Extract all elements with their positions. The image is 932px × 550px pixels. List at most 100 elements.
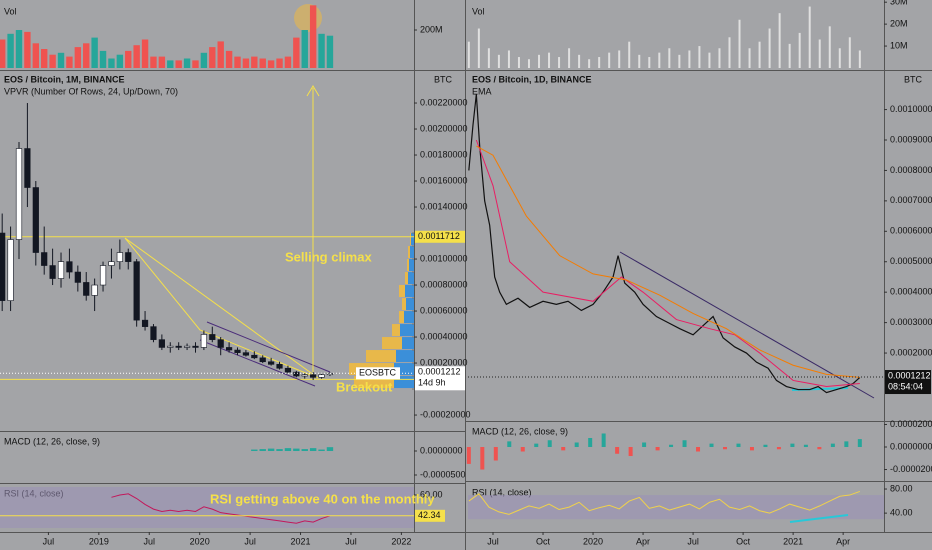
y-tick-label: 40.00 <box>890 508 913 518</box>
macd-bar <box>309 448 317 452</box>
volume-bar <box>487 48 490 68</box>
vpvr-up <box>405 272 408 285</box>
volume-bar <box>848 37 851 68</box>
candle-body <box>234 349 241 353</box>
macd-bar <box>722 447 727 450</box>
vpvr-down <box>396 350 414 363</box>
macd-bar <box>682 440 687 448</box>
macd-bar <box>628 447 633 457</box>
volume-bar <box>798 32 801 68</box>
y-tick-label: -0.0000500 <box>420 469 466 479</box>
volume-bar <box>259 58 266 68</box>
vpvr-up <box>402 298 406 311</box>
vpvr-up <box>399 285 405 298</box>
rsi-line <box>111 493 331 524</box>
volume-bar <box>15 30 23 68</box>
currency-label: BTC <box>904 74 923 84</box>
volume-bar <box>638 54 641 68</box>
volume-bar <box>708 52 711 68</box>
volume-bar <box>507 50 510 68</box>
y-tick-label: 0.00100000 <box>420 253 468 263</box>
macd-bar <box>642 442 647 448</box>
macd-bar <box>817 447 822 450</box>
y-tick-label: 0.00100000 <box>890 104 932 114</box>
price-line <box>476 145 860 378</box>
volume-bar <box>175 60 182 68</box>
y-tick-label: 80.00 <box>890 483 913 493</box>
volume-bar <box>217 41 224 68</box>
last-price-label: 0.0001212 <box>418 367 461 377</box>
indicator-label: EMA <box>472 86 492 96</box>
macd-label: MACD (12, 26, close, 9) <box>4 436 100 446</box>
volume-bar <box>658 52 661 68</box>
volume-bar <box>91 37 98 68</box>
y-tick-label: 0.00080000 <box>890 165 932 175</box>
volume-bar <box>728 37 731 68</box>
x-tick-label: 2020 <box>190 536 210 546</box>
volume-bar <box>99 50 107 68</box>
macd-bar <box>520 447 525 452</box>
candle-body <box>57 261 65 279</box>
vpvr-up <box>382 337 402 350</box>
price-line <box>475 139 860 388</box>
macd-bar <box>466 447 471 464</box>
vpvr-down <box>405 285 414 298</box>
volume-bar <box>858 50 861 68</box>
volume-bar <box>598 57 601 68</box>
y-tick-label: 0.00220000 <box>420 97 468 107</box>
vpvr-up <box>408 246 410 259</box>
macd-bar <box>830 443 835 448</box>
vpvr-down <box>402 337 414 350</box>
x-tick-label: Jul <box>345 536 357 546</box>
countdown: 08:54:04 <box>888 381 923 391</box>
y-tick-label: 0.00020000 <box>890 347 932 357</box>
chart-title: EOS / Bitcoin, 1D, BINANCE <box>472 74 592 84</box>
candle-body <box>326 372 334 376</box>
volume-bar <box>141 39 149 68</box>
y-tick-label: 60.00 <box>420 489 443 499</box>
macd-bar <box>493 447 498 461</box>
volume-bar <box>548 52 551 68</box>
macd-bar <box>669 444 674 448</box>
macd-bar <box>696 447 701 452</box>
candle-body <box>108 261 115 266</box>
volume-bar <box>49 54 56 68</box>
level-tag <box>415 230 465 243</box>
volume-bar <box>24 31 31 68</box>
volume-bar <box>788 43 791 68</box>
rsi-band <box>468 495 884 520</box>
candle-body <box>209 334 216 340</box>
macd-bar <box>844 441 849 448</box>
volume-bar <box>276 58 283 68</box>
macd-bar <box>749 447 754 451</box>
volume-bar <box>758 41 761 68</box>
volume-bar <box>718 48 721 68</box>
volume-bar <box>125 50 132 68</box>
y-tick-label: 30M <box>890 0 908 7</box>
macd-bar <box>574 442 579 448</box>
macd-bar <box>803 444 808 448</box>
vpvr-down <box>406 298 414 311</box>
volume-bar <box>267 60 275 68</box>
volume-bar <box>116 54 124 68</box>
volume-bar <box>209 47 216 68</box>
y-tick-label: 0.00060000 <box>890 226 932 236</box>
volume-bar <box>167 60 174 68</box>
rsi-line <box>468 490 860 515</box>
annotation: RSI getting above 40 on the monthly <box>210 491 435 506</box>
x-tick-label: 2019 <box>89 536 109 546</box>
y-tick-label: 0.00020000 <box>420 357 468 367</box>
vpvr-up <box>410 233 411 246</box>
volume-bar <box>768 28 771 68</box>
triangle-line <box>124 237 319 379</box>
volume-bar <box>225 50 233 68</box>
vpvr-down <box>400 324 414 337</box>
y-tick-label: 0.0000000 <box>420 445 463 455</box>
x-tick-label: Jul <box>144 536 156 546</box>
candle-body <box>158 339 165 348</box>
